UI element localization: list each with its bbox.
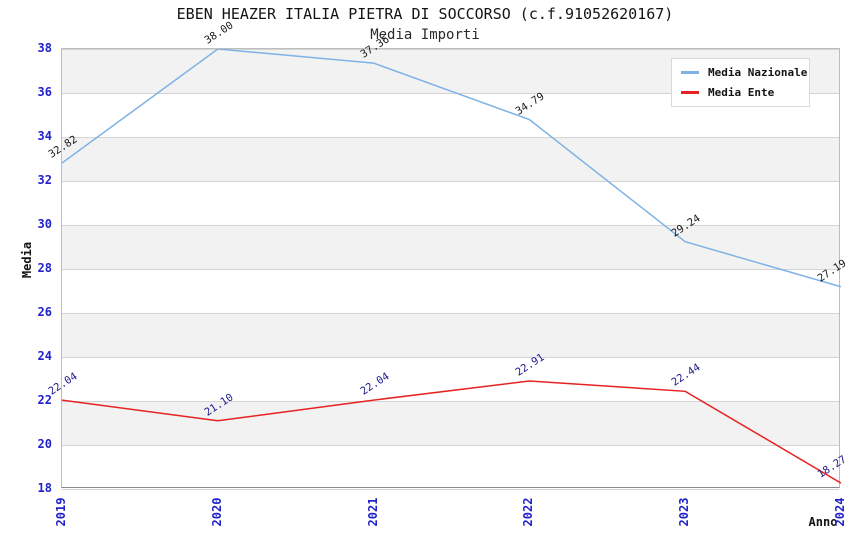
line-media-nazionale (62, 49, 841, 288)
legend-label: Media Ente (708, 86, 775, 99)
y-tick-label: 38 (37, 41, 52, 55)
chart-title: EBEN HEAZER ITALIA PIETRA DI SOCCORSO (c… (176, 5, 674, 23)
gridline (62, 269, 839, 270)
legend: Media Nazionale Media Ente (671, 58, 810, 107)
y-tick-label: 20 (37, 437, 52, 451)
background-band (62, 225, 839, 269)
y-tick-label: 24 (37, 349, 52, 363)
y-tick-label: 32 (37, 173, 52, 187)
y-tick-label: 18 (37, 481, 52, 495)
x-tick-label: 2020 (209, 497, 224, 527)
background-band (62, 313, 839, 357)
gridline (62, 401, 839, 402)
gridline (62, 489, 839, 490)
gridline (62, 313, 839, 314)
y-tick-label: 36 (37, 85, 52, 99)
legend-item: Media Ente (681, 86, 805, 99)
x-tick-label: 2022 (521, 497, 536, 527)
gridline (62, 357, 839, 358)
background-band (62, 401, 839, 445)
y-tick-label: 34 (37, 129, 52, 143)
line-media-ente (62, 380, 841, 484)
x-tick-label: 2023 (677, 497, 692, 527)
legend-line-swatch-icon (681, 91, 699, 94)
gridline (62, 181, 839, 182)
gridline (62, 93, 839, 94)
x-tick-label: 2021 (365, 497, 380, 527)
series-lines (62, 49, 841, 484)
x-tick-label: 2019 (54, 497, 68, 527)
y-axis-title: Media (20, 241, 34, 279)
y-tick-label: 30 (37, 217, 52, 231)
gridline (62, 225, 839, 226)
y-tick-label: 22 (37, 393, 52, 407)
plot-area (61, 48, 841, 490)
y-tick-label: 28 (37, 261, 52, 275)
legend-line-swatch-icon (681, 71, 699, 74)
background-band (62, 137, 839, 181)
legend-label: Media Nazionale (708, 66, 808, 79)
gridline (62, 445, 839, 446)
x-tick-label: 2024 (833, 497, 847, 527)
legend-item: Media Nazionale (681, 66, 808, 79)
chart-subtitle: Media Importi (370, 27, 480, 43)
x-axis-title: Anno (808, 515, 838, 529)
gridline (62, 49, 839, 50)
gridline (62, 137, 839, 138)
y-tick-label: 26 (37, 305, 52, 319)
